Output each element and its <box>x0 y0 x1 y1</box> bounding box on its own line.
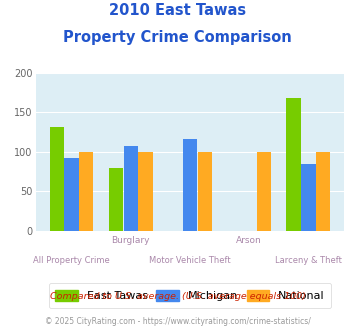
Text: 2010 East Tawas: 2010 East Tawas <box>109 3 246 18</box>
Text: Larceny & Theft: Larceny & Theft <box>275 256 342 265</box>
Bar <box>257 152 271 231</box>
Text: Compared to U.S. average. (U.S. average equals 100): Compared to U.S. average. (U.S. average … <box>50 292 305 301</box>
Bar <box>301 164 316 231</box>
Bar <box>198 152 212 231</box>
Bar <box>50 127 64 231</box>
Bar <box>109 168 123 231</box>
Bar <box>286 98 301 231</box>
Text: Property Crime Comparison: Property Crime Comparison <box>63 30 292 45</box>
Legend: East Tawas, Michigan, National: East Tawas, Michigan, National <box>49 283 331 308</box>
Text: Motor Vehicle Theft: Motor Vehicle Theft <box>149 256 231 265</box>
Bar <box>124 146 138 231</box>
Bar <box>316 152 330 231</box>
Bar <box>64 158 78 231</box>
Bar <box>138 152 153 231</box>
Bar <box>183 139 197 231</box>
Text: © 2025 CityRating.com - https://www.cityrating.com/crime-statistics/: © 2025 CityRating.com - https://www.city… <box>45 317 310 326</box>
Bar <box>79 152 93 231</box>
Text: All Property Crime: All Property Crime <box>33 256 110 265</box>
